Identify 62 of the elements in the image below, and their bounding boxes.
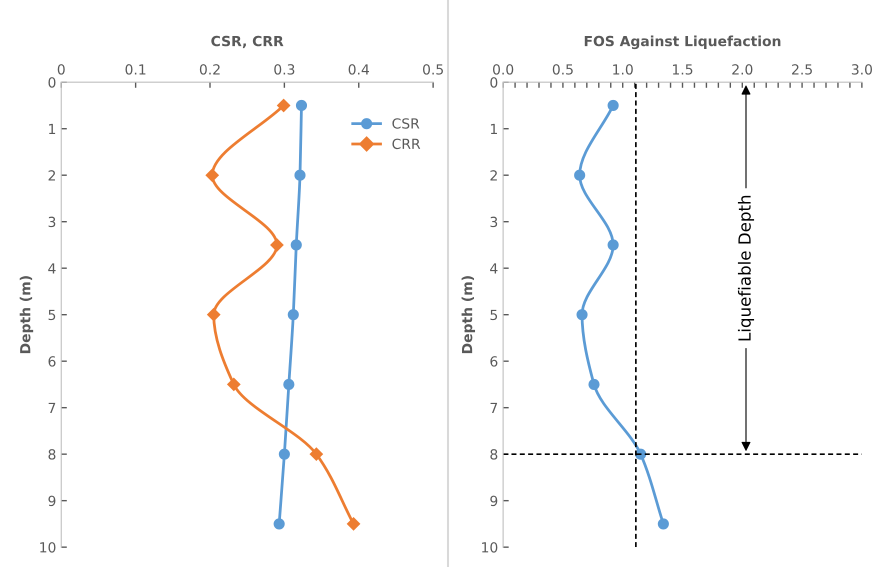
point — [608, 239, 619, 250]
y-tick-label: 2 — [48, 170, 55, 180]
y-tick-label: 10 — [482, 542, 498, 553]
point — [588, 378, 600, 390]
point — [278, 448, 290, 460]
y-tick-label: 4 — [48, 263, 56, 274]
x-tick-label: 0.0 — [492, 64, 514, 75]
x-tick-label: 0.4 — [348, 64, 370, 75]
x-tick-label: 0.5 — [422, 64, 443, 75]
point — [576, 309, 588, 320]
x-tick-label: 2.0 — [732, 64, 752, 75]
y-axis-title: Depth (m) — [20, 276, 34, 354]
annotation: Liquefiable Depth — [738, 196, 754, 340]
y-tick-label: 0 — [48, 77, 56, 88]
y-tick-label: 1 — [490, 124, 497, 134]
x-tick-label: 0.1 — [125, 64, 146, 75]
y-tick-label: 5 — [490, 310, 498, 320]
chart-title: FOS Against Liquefaction — [584, 36, 780, 50]
y-tick-label: 6 — [490, 356, 498, 367]
x-tick-label: 1.5 — [672, 64, 692, 75]
x-tick-label: 3.0 — [852, 64, 872, 75]
point — [274, 518, 285, 530]
point — [310, 448, 323, 461]
point — [574, 170, 586, 181]
point — [270, 238, 284, 252]
y-tick-label: 8 — [48, 449, 56, 460]
legend-label: CRR — [392, 138, 420, 150]
point — [207, 308, 220, 322]
x-tick-label: 2.5 — [792, 64, 812, 75]
y-tick-label: 2 — [490, 170, 497, 180]
point — [608, 100, 619, 112]
x-tick-label: 0 — [58, 64, 65, 75]
x-tick-label: 0.5 — [552, 64, 573, 75]
y-tick-label: 3 — [48, 216, 56, 228]
y-axis-title: Depth (m) — [462, 276, 476, 354]
y-tick-label: 6 — [48, 356, 56, 367]
chart-title: CSR, CRR — [211, 36, 284, 48]
y-tick-label: 8 — [490, 449, 498, 460]
point — [277, 98, 290, 112]
point — [296, 100, 308, 112]
point — [294, 170, 306, 181]
y-tick-label: 1 — [49, 124, 56, 134]
x-tick-label: 1.0 — [613, 64, 633, 75]
legend-label: CSR — [392, 118, 420, 129]
x-tick-label: 0.2 — [200, 64, 220, 75]
y-tick-label: 0 — [490, 77, 498, 88]
x-tick-label: 0.3 — [274, 64, 294, 75]
point — [206, 168, 219, 182]
y-tick-label: 5 — [48, 310, 56, 320]
point — [288, 309, 299, 320]
point — [227, 378, 240, 392]
point — [346, 517, 360, 530]
point — [290, 239, 302, 250]
point — [658, 518, 669, 530]
point — [283, 378, 294, 390]
y-tick-label: 9 — [48, 496, 56, 506]
y-tick-label: 7 — [48, 402, 56, 413]
y-tick-label: 4 — [490, 263, 498, 274]
y-tick-label: 10 — [40, 542, 56, 553]
y-tick-label: 9 — [490, 496, 498, 506]
y-tick-label: 7 — [490, 402, 498, 413]
y-tick-label: 3 — [490, 216, 498, 228]
